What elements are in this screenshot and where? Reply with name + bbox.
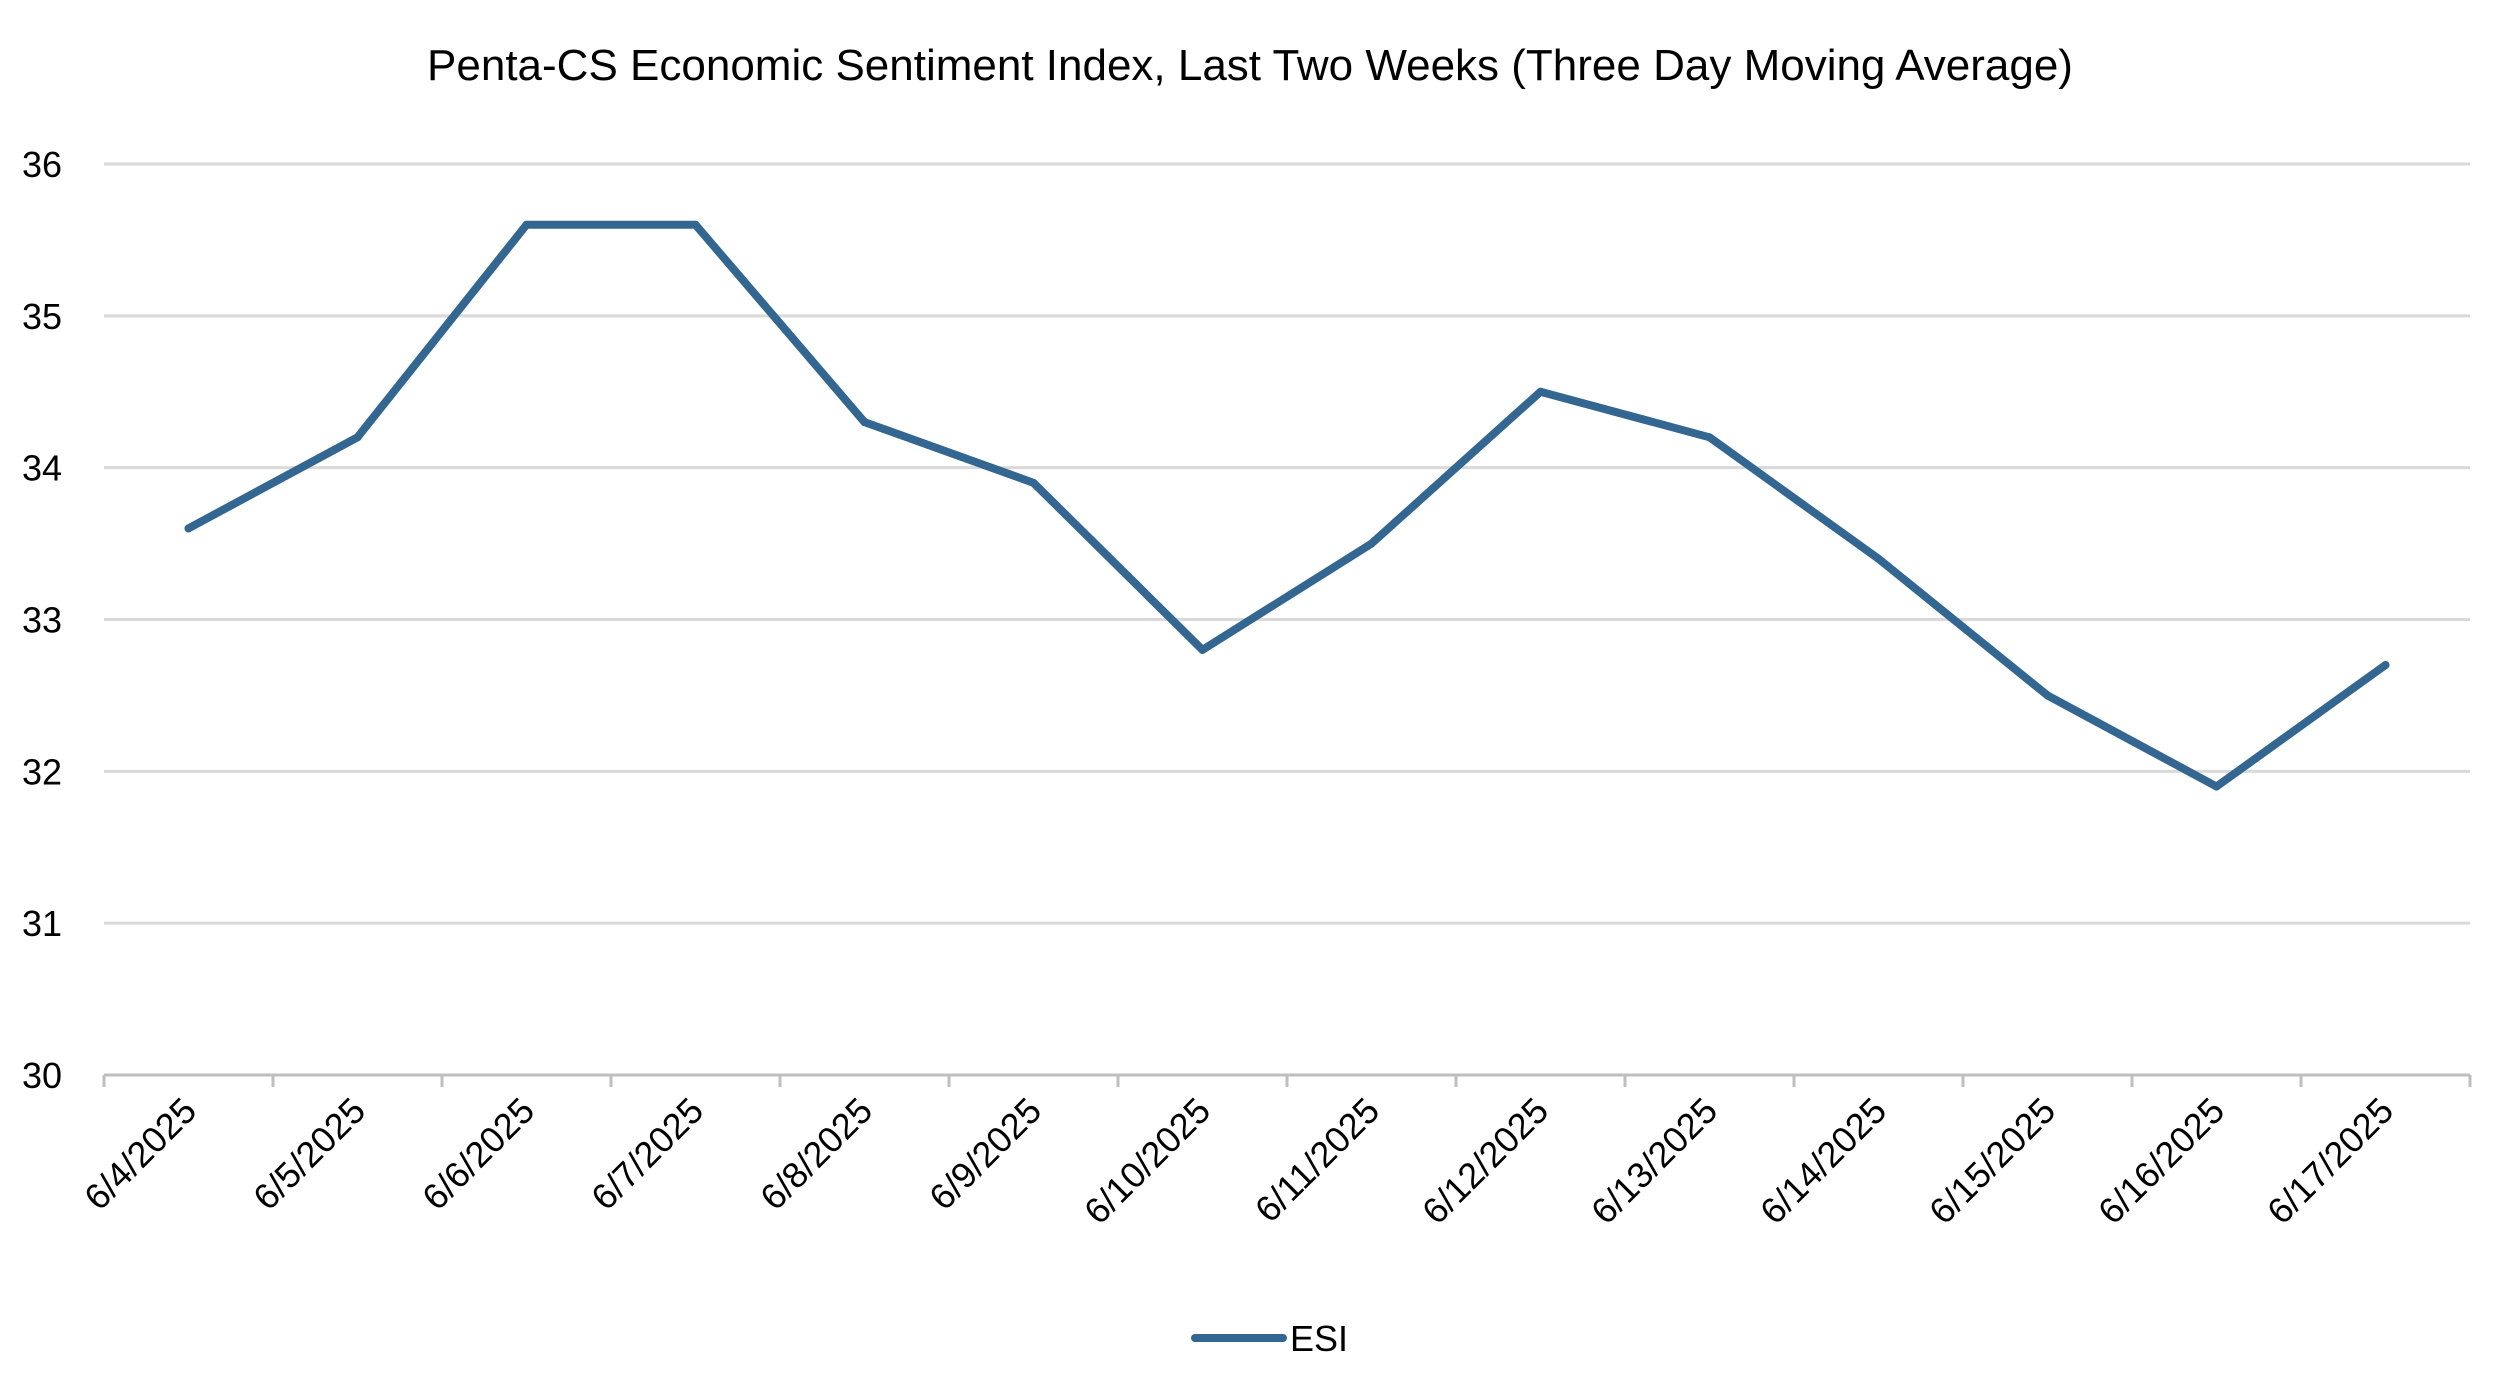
x-tick-label: 6/16/2025 [2090,1090,2232,1232]
x-tick-label: 6/14/2025 [1752,1090,1894,1232]
x-tick-label: 6/4/2025 [76,1090,204,1218]
data-point [691,220,700,229]
x-tick-label: 6/7/2025 [583,1090,711,1218]
x-tick-label: 6/5/2025 [245,1090,373,1218]
data-point [353,433,362,442]
y-tick-label: 35 [22,296,62,337]
data-point [522,220,531,229]
x-tick-label: 6/8/2025 [752,1090,880,1218]
x-tick-label: 6/12/2025 [1414,1090,1556,1232]
gridlines [104,162,2470,925]
legend: ESI [1191,1318,1348,1359]
data-point [1198,645,1207,654]
y-tick-label: 34 [22,448,62,489]
x-tick-label: 6/17/2025 [2259,1090,2401,1232]
series-line-esi [184,220,2390,791]
x-tick-label: 6/6/2025 [414,1090,542,1218]
y-tick-label: 36 [22,144,62,185]
x-axis-tick-labels: 6/4/2025 6/5/2025 6/6/2025 6/7/2025 6/8/2025… [76,1090,2401,1232]
data-point [860,418,869,427]
y-tick-label: 33 [22,600,62,641]
x-tick-label: 6/11/2025 [1247,1090,1387,1230]
data-point [2381,661,2390,670]
data-point [2043,691,2052,700]
y-tick-label: 31 [22,903,62,944]
data-point [1705,433,1714,442]
legend-label: ESI [1290,1318,1348,1359]
data-point [1029,478,1038,487]
x-tick-label: 6/15/2025 [1921,1090,2063,1232]
x-tick-label: 6/9/2025 [921,1090,1049,1218]
data-point [2212,782,2221,791]
y-axis-tick-labels: 30 31 32 33 34 35 36 [22,144,62,1096]
data-point [1874,554,1883,563]
chart-title: Penta-CS Economic Sentiment Index, Last … [427,41,2073,90]
x-tick-label: 6/10/2025 [1076,1090,1218,1232]
y-tick-label: 30 [22,1055,62,1096]
x-axis [102,1073,2472,1087]
series-lines [184,220,2390,791]
x-tick-label: 6/13/2025 [1583,1090,1725,1232]
y-tick-label: 32 [22,751,62,792]
data-point [184,524,193,533]
data-point [1536,387,1545,396]
data-point [1367,539,1376,548]
